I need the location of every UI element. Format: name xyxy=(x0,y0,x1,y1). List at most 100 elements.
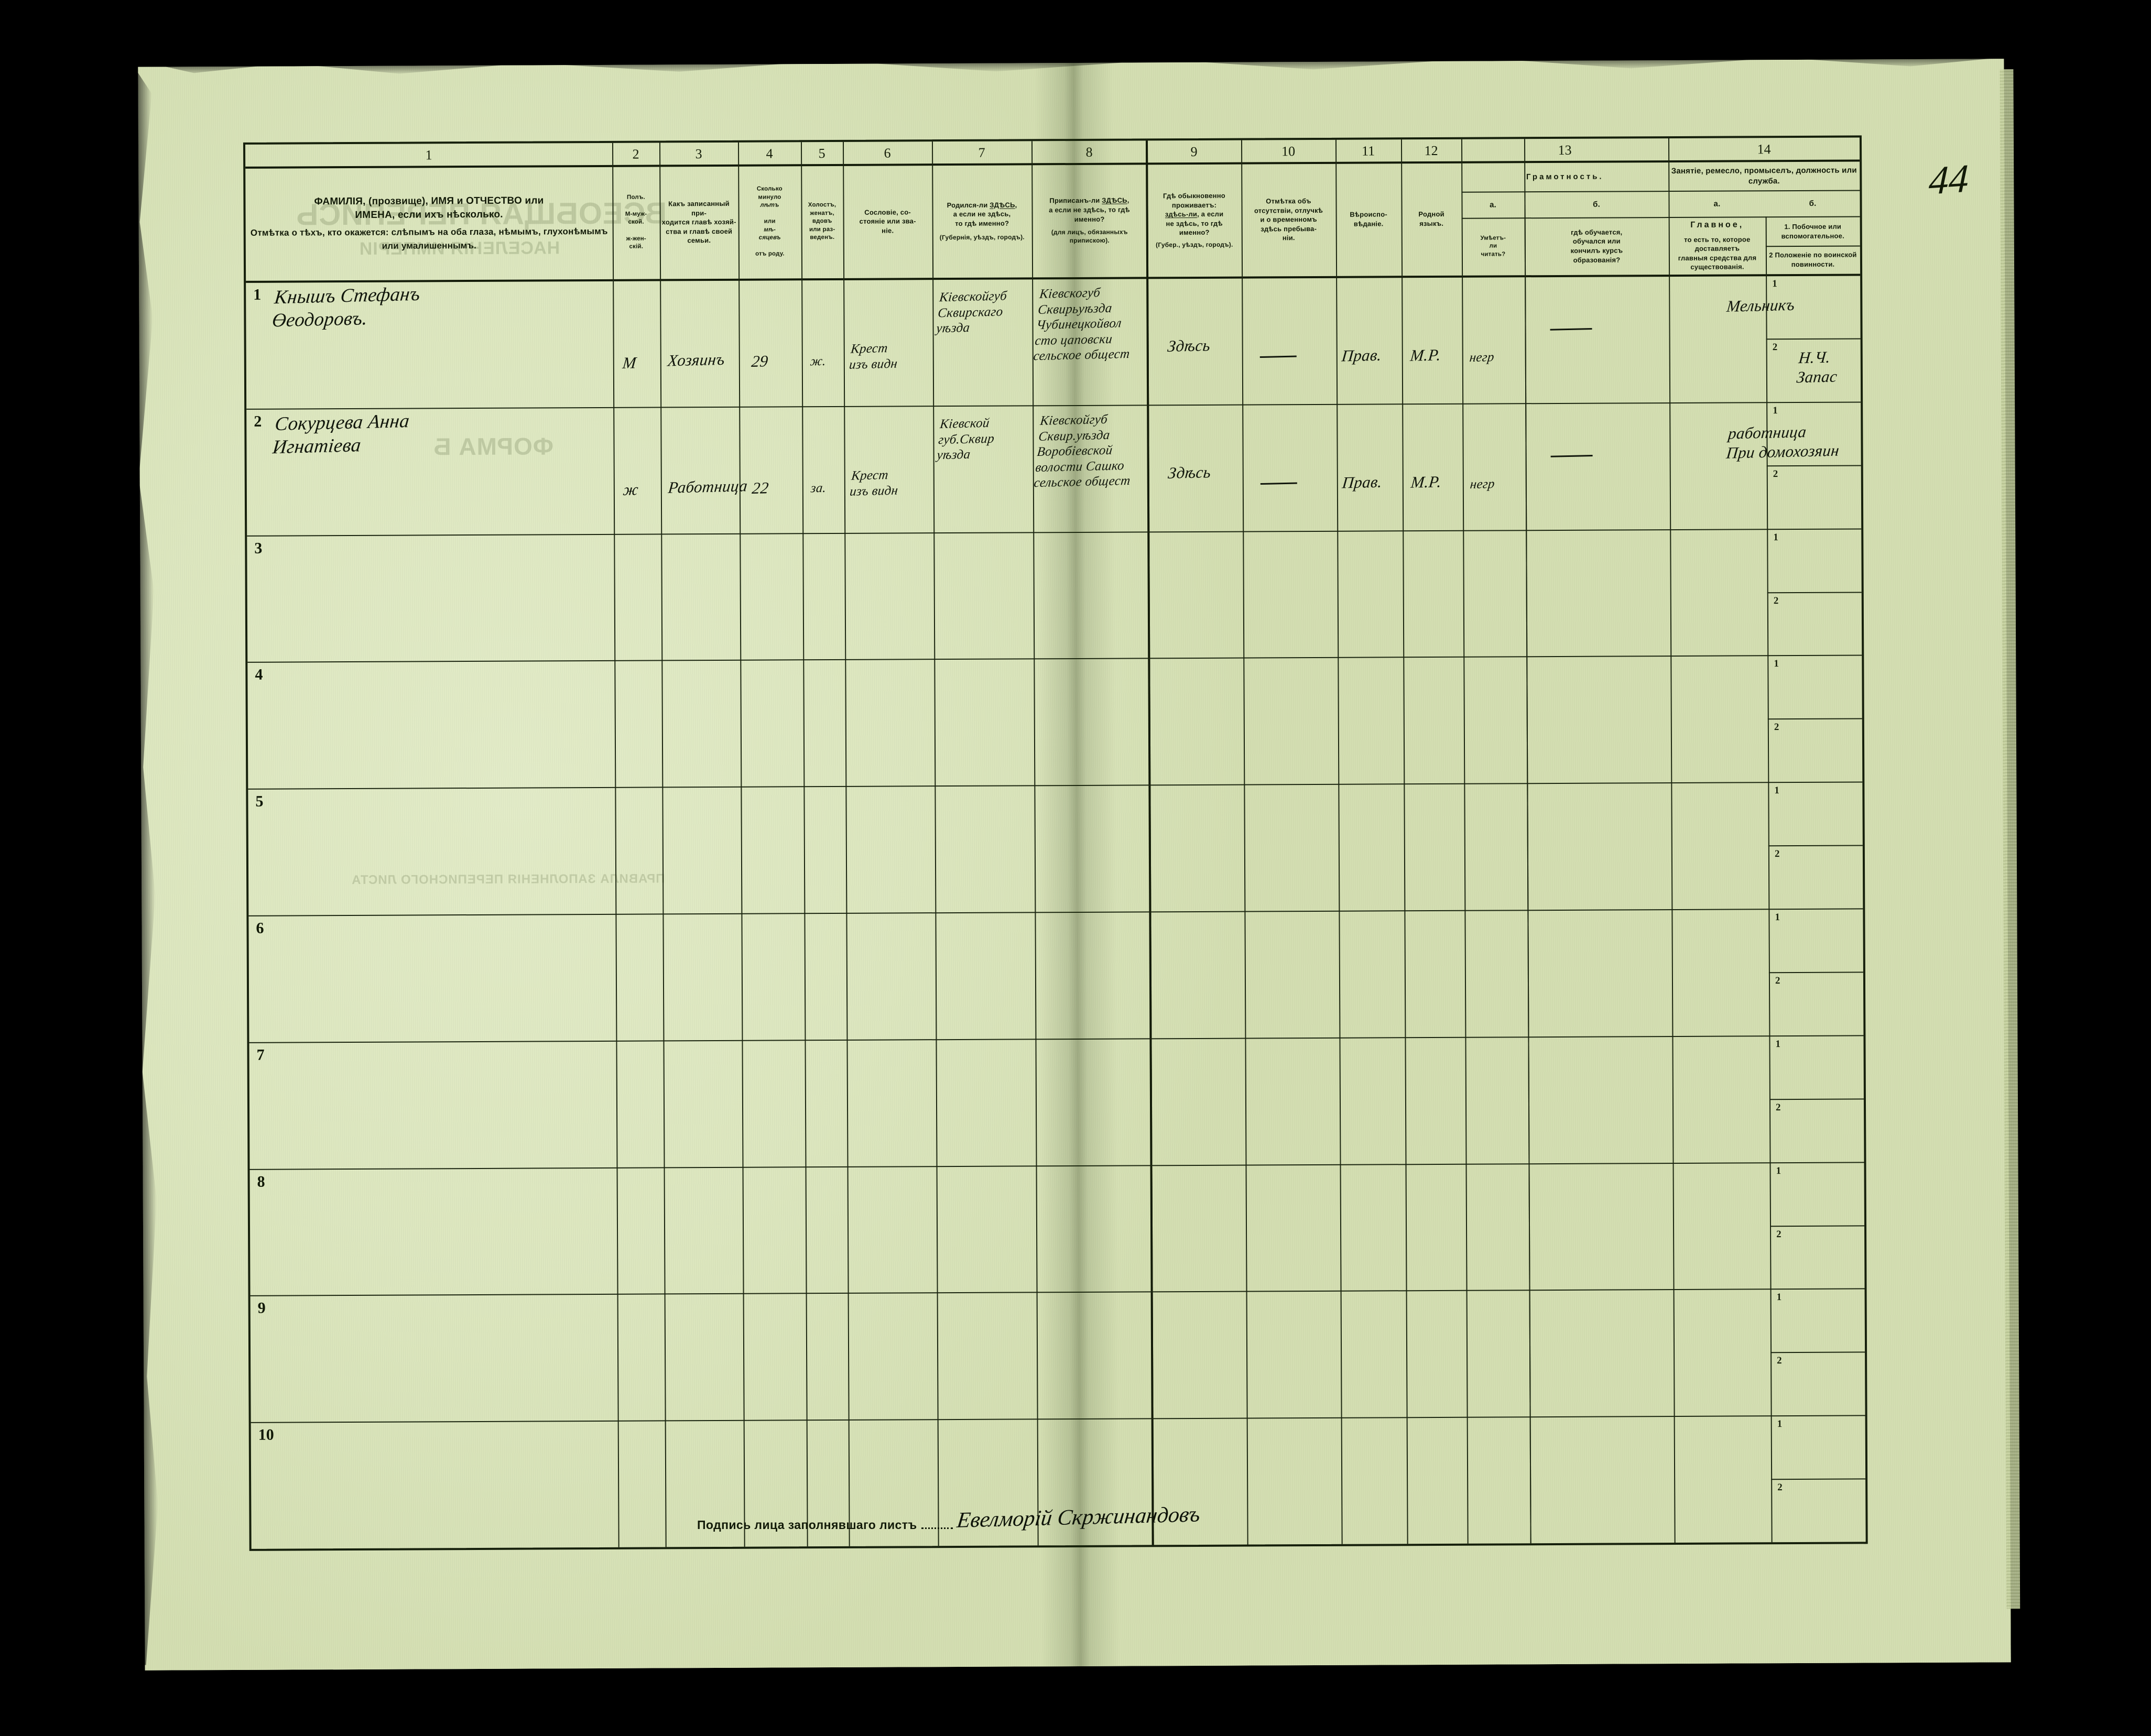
column-divider xyxy=(659,143,667,1547)
table-row-number: 2 xyxy=(254,412,262,430)
occupation-subrow-number: 2 xyxy=(1775,975,1780,987)
table-cell-value[interactable]: Кнышъ Стефанъ Өеодоровъ. xyxy=(271,283,421,332)
occupation-subrow-number: 2 xyxy=(1775,1101,1781,1113)
table-cell-value[interactable]: за. xyxy=(810,481,827,496)
table-cell-value[interactable]: М.Р. xyxy=(1410,472,1442,492)
header-col-13-literacy: Грамотность. xyxy=(1526,172,1604,182)
table-cell-value[interactable]: Сокурцева Анна Игнатiева xyxy=(271,410,411,458)
occupation-subrow-number: 1 xyxy=(1773,405,1778,416)
header-col-4-age: Сколько минуло лѣтъ или мѣ-сяцевъ отъ роду. xyxy=(755,185,785,257)
table-row-divider xyxy=(248,908,1863,916)
table-cell-value[interactable]: Кіевскойгуб Сквир.уѣзда Воробіевской вол… xyxy=(1033,412,1131,490)
table-cell-value[interactable]: Прав. xyxy=(1341,345,1383,365)
table-row-number: 4 xyxy=(255,666,263,684)
table-cell-value[interactable]: негр xyxy=(1469,476,1496,492)
occupation-subrow-divider xyxy=(1766,338,1861,340)
table-cell-value[interactable]: М xyxy=(622,353,637,373)
column-divider xyxy=(1668,138,1676,1543)
empty-cell-dash xyxy=(1259,355,1297,358)
occupation-subrow-divider xyxy=(1767,591,1862,593)
column-number-11: 11 xyxy=(1361,143,1375,159)
table-cell-value[interactable]: 29 xyxy=(751,352,769,371)
table-cell-value[interactable]: Работница xyxy=(667,476,748,497)
table-row-number: 3 xyxy=(254,539,263,557)
header-col-2-sex: Полъ. М-муж-ской. ж-жен-скій. xyxy=(625,194,647,250)
table-cell-value[interactable]: Здѣсь xyxy=(1167,462,1212,482)
table-cell-value[interactable]: Кіевской губ.Сквир уѣзда xyxy=(936,416,995,463)
table-row-divider xyxy=(249,1035,1864,1043)
occupation-subrow-number: 2 xyxy=(1772,342,1778,353)
occupation-subrow-number: 1 xyxy=(1773,531,1778,543)
occupation-subrow-divider xyxy=(1771,1478,1866,1480)
table-row-number: 7 xyxy=(256,1046,265,1064)
header-col-10-absence: Отмѣтка объ отсутствіи, отлучкѣ и о времен… xyxy=(1254,197,1323,242)
empty-cell-dash xyxy=(1550,454,1593,457)
column-number-14: 14 xyxy=(1757,141,1771,157)
table-cell-value[interactable]: Кіевскогуб Сквирьуѣзда Чубинецкойвол сто… xyxy=(1033,286,1131,364)
header-col-6-estate: Сословіе, со-стояніе или зва-ніе. xyxy=(859,208,916,235)
table-cell-value[interactable]: Кіевскойгуб Сквирскаго уѣзда xyxy=(936,289,1008,336)
header-col-14b-label: б. xyxy=(1809,199,1817,208)
column-divider xyxy=(1241,140,1248,1545)
table-cell-value[interactable]: Прав. xyxy=(1341,472,1383,492)
table-cell-value[interactable]: Мельникъ xyxy=(1725,295,1796,315)
occupation-subrow-divider xyxy=(1766,465,1861,466)
occupation-subrow-divider xyxy=(1769,1098,1864,1100)
column-divider xyxy=(842,141,850,1546)
occupation-subrow-divider xyxy=(1768,845,1863,847)
occupation-subrow-divider xyxy=(1768,971,1863,974)
column-number-8: 8 xyxy=(1085,144,1093,160)
table-row-divider xyxy=(250,1288,1865,1297)
table-row-divider xyxy=(249,1162,1864,1170)
header-col-14b1-text: 1. Побочное или вспомогательное. xyxy=(1781,223,1844,241)
table-row-number: 8 xyxy=(257,1173,265,1191)
signature-dots xyxy=(921,1525,953,1529)
table-cell-value[interactable]: Н.Ч. Запас xyxy=(1796,347,1838,386)
literacy-sub-divider xyxy=(1524,191,1531,1544)
table-cell-value[interactable]: Крест изъ видн xyxy=(849,467,899,499)
table-cell-value[interactable]: 22 xyxy=(751,478,770,497)
signature-label: Подпись лица заполнявшаго листъ xyxy=(697,1518,917,1532)
column-number-1: 1 xyxy=(425,147,432,163)
column-divider xyxy=(931,141,939,1546)
header-col-1-name: ФАМИЛІЯ, (прозвище), ИМЯ и ОТЧЕСТВО или … xyxy=(250,195,608,251)
occupation-subrow-number: 1 xyxy=(1772,278,1777,290)
occupation-subrow-divider xyxy=(1770,1225,1865,1227)
table-cell-value[interactable]: Крест изъ видн xyxy=(849,341,898,372)
occupation-subrow-number: 1 xyxy=(1774,785,1779,796)
header-col-3-relation: Какъ записанный при-ходится главѣ хозяй-… xyxy=(661,199,736,245)
page-number: 44 xyxy=(1928,156,1970,203)
table-cell-value[interactable]: М.Р. xyxy=(1409,345,1442,365)
header-col-14-occupation: Занятіе, ремесло, промыселъ, должность и… xyxy=(1671,166,1857,186)
column-number-12: 12 xyxy=(1424,143,1438,159)
column-number-7: 7 xyxy=(978,145,985,160)
occupation-subrow-number: 2 xyxy=(1774,848,1780,860)
table-cell-value[interactable]: ж. xyxy=(809,354,827,369)
table-row-number: 10 xyxy=(258,1426,274,1444)
column-number-6: 6 xyxy=(884,145,891,161)
header-col-13b-label: б. xyxy=(1593,200,1600,209)
occupation-subrow-number: 1 xyxy=(1774,658,1779,670)
census-sheet-paper: ВСЕОБЩАЯ ПЕРЕПИСЬ НАСЕЛЕНІЯ ИМПЕРІИ ФОРМ… xyxy=(138,59,2020,1671)
table-cell-value[interactable]: Хозяинъ xyxy=(667,350,726,370)
header-col-5-marital: Холостъ, женатъ, вдовъ или раз-веденъ. xyxy=(808,202,836,241)
occupation-subrow-number: 2 xyxy=(1776,1228,1781,1240)
column-number-13: 13 xyxy=(1558,142,1572,158)
table-cell-value[interactable]: негр xyxy=(1469,350,1495,365)
table-row-divider xyxy=(247,528,1862,537)
table-cell-value[interactable]: ж xyxy=(622,480,639,499)
table-cell-value[interactable]: Здѣсь xyxy=(1167,336,1211,356)
column-number-3: 3 xyxy=(695,146,702,162)
column-number-5: 5 xyxy=(818,146,825,161)
occupation-subrow-number: 2 xyxy=(1773,595,1779,606)
header-col-12-language: Родной языкъ. xyxy=(1418,210,1444,228)
column-number-4: 4 xyxy=(766,146,773,161)
header-col-13a-text: Умѣетъ-ли читать? xyxy=(1480,235,1506,258)
column-number-9: 9 xyxy=(1190,144,1198,160)
signature-value[interactable]: Евелморiй Скржинандовъ xyxy=(955,1502,1202,1533)
occupation-subrow-number: 1 xyxy=(1775,1038,1781,1050)
table-cell-value[interactable]: работница При домохозяин xyxy=(1725,422,1840,462)
occupation-subrow-number: 1 xyxy=(1776,1292,1782,1303)
column-divider xyxy=(1461,139,1469,1544)
